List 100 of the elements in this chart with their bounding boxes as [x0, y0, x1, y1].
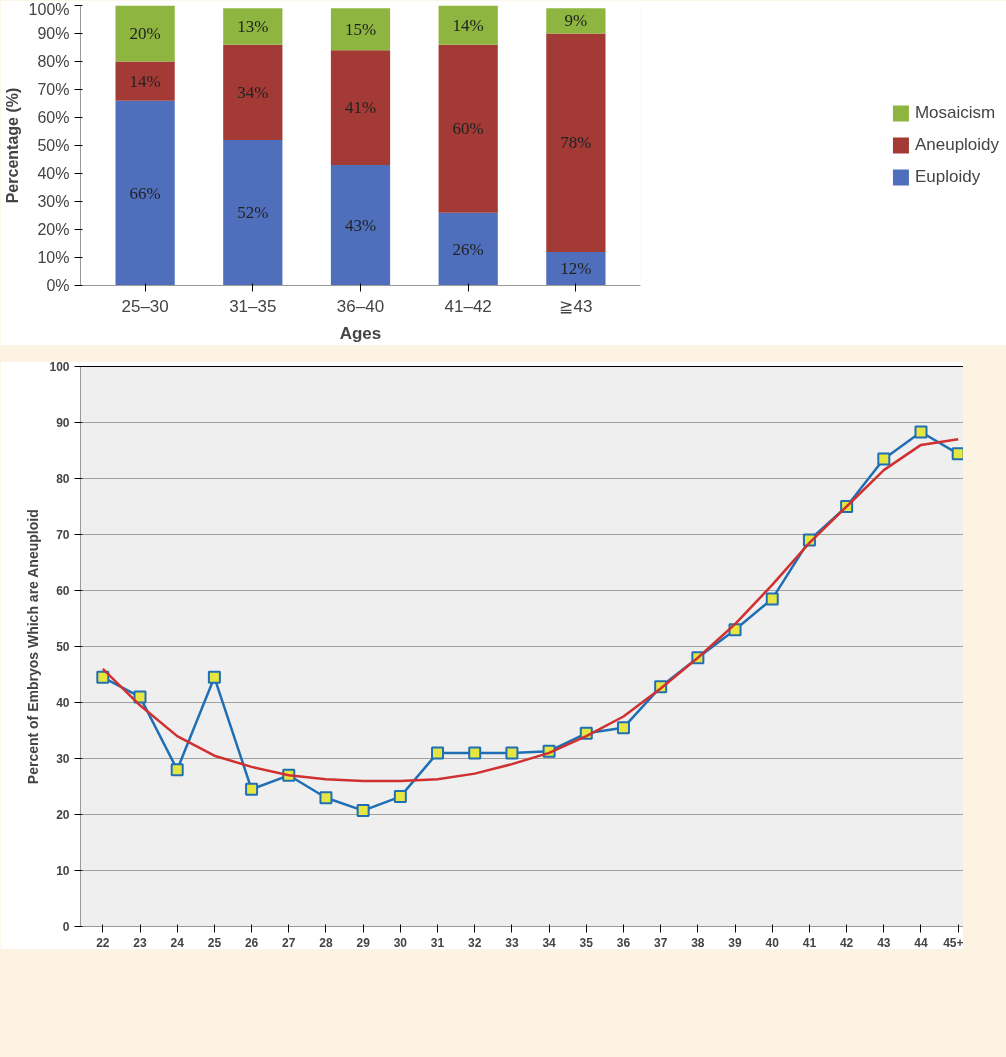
legend-label: Euploidy	[914, 167, 981, 187]
point	[765, 592, 779, 606]
data-label: 41%	[344, 98, 377, 118]
point	[468, 746, 482, 760]
data-label: 52%	[237, 203, 269, 223]
bar	[330, 165, 391, 286]
data-label: 9%	[564, 11, 588, 31]
x-tick-label: 25–30	[121, 296, 169, 316]
x-tick-label: 37	[653, 935, 668, 950]
x-axis-title: Ages	[339, 323, 382, 343]
data-label: 60%	[452, 119, 484, 139]
x-tick-label: 33	[505, 935, 519, 950]
data-label: 14%	[452, 15, 484, 35]
y-tick-label: 60	[56, 584, 70, 598]
data-label: 34%	[237, 82, 269, 102]
y-axis-title: Percent of Embryos Which are Aneuploid	[25, 509, 42, 785]
point	[616, 721, 630, 735]
data-label: 12%	[560, 259, 592, 279]
point	[319, 791, 333, 805]
y-tick-label: 30%	[37, 193, 70, 210]
data-label: 15%	[344, 19, 377, 39]
bar	[546, 8, 606, 34]
x-tick-label: 43	[877, 935, 891, 950]
bar	[330, 50, 391, 166]
point	[877, 452, 891, 466]
x-tick-label: 28	[319, 935, 333, 950]
data-label: 13%	[237, 17, 269, 36]
x-tick-label: 34	[542, 935, 557, 950]
x-tick-label: 36–40	[336, 296, 385, 316]
y-tick-label: 100%	[28, 0, 70, 18]
bar	[330, 8, 391, 51]
y-tick-label: 10	[56, 864, 70, 878]
bar	[438, 5, 498, 45]
bar	[546, 251, 606, 286]
bar	[115, 61, 175, 101]
point	[170, 763, 184, 777]
legend-label: Aneuploidy	[914, 135, 1000, 155]
point	[133, 690, 147, 704]
x-tick-label: 31–35	[229, 296, 277, 316]
x-tick-label: 29	[356, 935, 371, 950]
x-tick-label: 35	[579, 935, 594, 950]
y-tick-label: 20	[56, 808, 70, 822]
y-tick-label: 50%	[37, 137, 70, 154]
y-tick-label: 80	[56, 472, 70, 486]
y-tick-label: 0%	[46, 277, 70, 294]
y-tick-label: 50	[56, 640, 70, 654]
y-tick-label: 100	[49, 360, 70, 374]
y-tick-label: 20%	[37, 221, 70, 238]
point	[245, 782, 259, 796]
data-label: 26%	[452, 239, 484, 259]
x-tick-label: 41–42	[444, 296, 492, 316]
y-tick-label: 30	[56, 752, 70, 766]
x-tick-label: 32	[468, 935, 482, 950]
x-tick-label: 38	[691, 935, 705, 950]
bar	[223, 44, 283, 140]
data-label: 20%	[129, 24, 161, 43]
x-tick-label: 45+	[943, 935, 964, 950]
x-tick-label: 26	[244, 935, 259, 950]
y-tick-label: 10%	[37, 249, 70, 266]
bar	[115, 100, 175, 286]
x-tick-label: 23	[133, 935, 147, 950]
x-tick-label: 39	[728, 935, 743, 950]
y-tick-label: 60%	[37, 109, 70, 126]
point	[96, 670, 110, 684]
x-tick-label: 25	[207, 935, 222, 950]
y-tick-label: 40%	[37, 165, 70, 182]
x-tick-label: 42	[839, 935, 854, 950]
bar	[546, 33, 606, 252]
x-tick-label: 22	[96, 935, 110, 950]
data-label: 66%	[129, 183, 161, 203]
y-tick-label: 0	[62, 920, 70, 934]
y-tick-label: 80%	[37, 53, 70, 70]
point	[207, 670, 221, 684]
y-tick-label: 70	[56, 528, 70, 542]
y-tick-label: 90	[56, 416, 70, 430]
data-label: 14%	[129, 71, 161, 91]
bar	[115, 5, 175, 62]
x-tick-label: 36	[616, 935, 631, 950]
y-tick-label: 70%	[37, 81, 70, 98]
x-tick-label: 40	[765, 935, 780, 950]
y-axis-title: Percentage (%)	[3, 87, 21, 204]
x-tick-label: 44	[914, 935, 928, 950]
bar	[223, 139, 283, 286]
point	[951, 447, 963, 461]
bar	[438, 44, 498, 213]
x-tick-label: 31	[430, 935, 445, 950]
legend-label: Mosaicism	[914, 103, 996, 123]
point	[393, 790, 407, 804]
y-tick-label: 90%	[37, 25, 70, 42]
x-tick-label: ≧43	[559, 296, 593, 316]
x-tick-label: 30	[393, 935, 408, 950]
data-label: 78%	[560, 133, 592, 153]
data-label: 43%	[344, 215, 377, 235]
point	[431, 746, 445, 760]
x-tick-label: 41	[802, 935, 817, 950]
y-tick-label: 40	[56, 696, 70, 710]
bar	[438, 212, 498, 286]
point	[505, 746, 519, 760]
x-tick-label: 24	[170, 935, 185, 950]
x-tick-label: 27	[282, 935, 296, 950]
